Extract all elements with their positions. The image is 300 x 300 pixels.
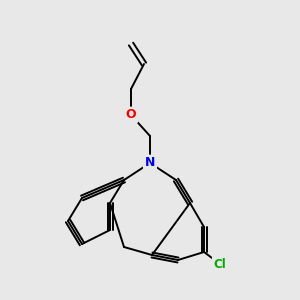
Text: N: N xyxy=(145,157,155,169)
Text: O: O xyxy=(126,109,136,122)
Text: Cl: Cl xyxy=(214,257,226,271)
